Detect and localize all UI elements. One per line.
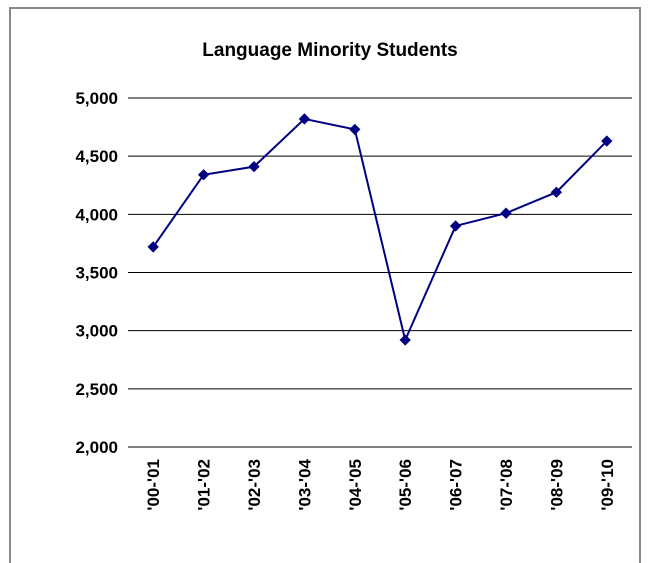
- series-line: [152, 117, 608, 344]
- x-tick-label: '01-'02: [195, 459, 214, 511]
- y-tick-label: 5,000: [75, 89, 118, 108]
- y-tick-label: 4,500: [75, 147, 118, 166]
- data-point: [399, 334, 411, 346]
- x-tick-label: '03-'04: [295, 458, 314, 510]
- x-tick-label: '06-'07: [447, 459, 466, 511]
- data-point: [197, 169, 210, 181]
- data-point: [147, 241, 159, 253]
- x-tick-label: '02-'03: [245, 459, 264, 511]
- y-tick-label: 3,000: [75, 322, 118, 341]
- data-point: [449, 220, 462, 232]
- y-tick-label: 2,500: [75, 380, 118, 399]
- data-point: [349, 123, 361, 136]
- x-tick-label: '08-'09: [547, 459, 566, 511]
- x-tick-label: '05-'06: [396, 459, 415, 511]
- y-tick-label: 2,000: [75, 438, 118, 457]
- x-tick-label: '07-'08: [497, 459, 516, 511]
- data-point: [550, 186, 563, 198]
- y-tick-label: 3,500: [75, 264, 118, 283]
- chart-title: Language Minority Students: [202, 40, 457, 61]
- data-point: [601, 135, 613, 147]
- chart-border: [9, 7, 641, 563]
- y-tick-label: 4,000: [75, 205, 118, 224]
- x-tick-label: '00-'01: [144, 459, 163, 511]
- data-point: [248, 160, 260, 173]
- x-tick-label: '04-'05: [346, 459, 365, 511]
- x-tick-label: '09-'10: [598, 459, 617, 511]
- data-point: [500, 207, 512, 219]
